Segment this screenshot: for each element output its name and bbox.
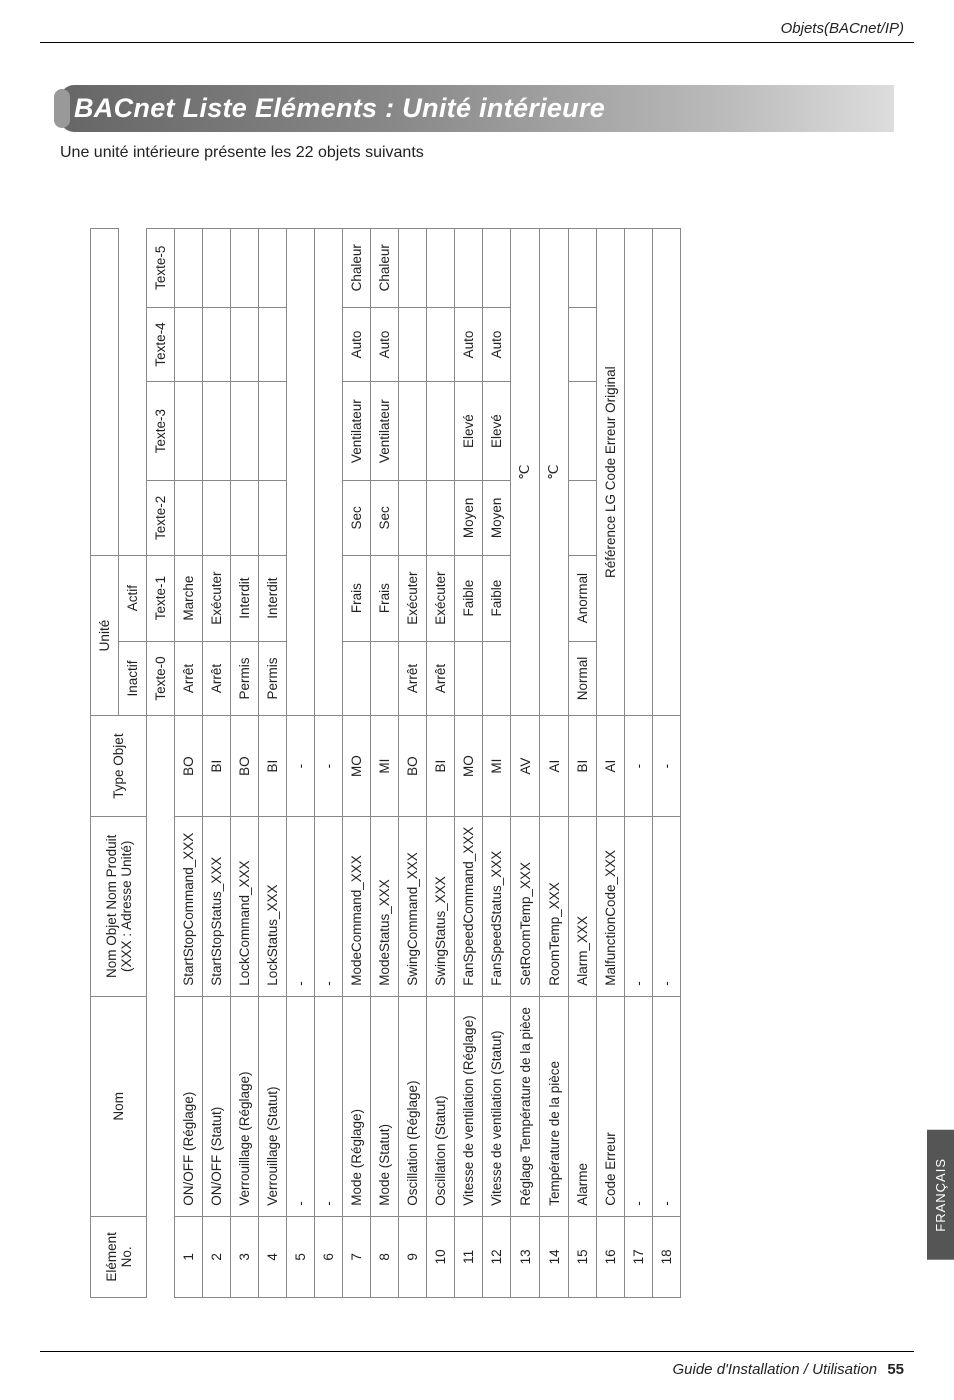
table-row: 2ON/OFF (Statut)StartStopStatus_XXXBIArr… [203,229,231,1298]
language-tab: FRANÇAIS [927,1130,954,1260]
table-row: 1ON/OFF (Réglage)StartStopCommand_XXXBOA… [175,229,203,1298]
col-nom: Nom [91,996,147,1216]
table-row: 12Vitesse de ventilation (Statut)FanSpee… [483,229,511,1298]
table-row: 10Oscillation (Statut)SwingStatus_XXXBIA… [427,229,455,1298]
footer-text: Guide d'Installation / Utilisation [673,1361,878,1378]
col-inactif: Inactif [119,641,147,716]
page-title: BACnet Liste Eléments : Unité intérieure [60,85,894,132]
header-text: Objets(BACnet/IP) [781,20,904,37]
table-row: 13Réglage Température de la pièceSetRoom… [511,229,540,1298]
col-nomobjet: Nom Objet Nom Produit (XXX : Adresse Uni… [91,816,147,996]
col-t1: Texte-1 [147,555,175,641]
col-t3: Texte-3 [147,382,175,481]
col-t2: Texte-2 [147,480,175,555]
col-t5: Texte-5 [147,229,175,308]
col-t0: Texte-0 [147,641,175,716]
table-row: 6--- [315,229,343,1298]
table-row: 17--- [625,229,653,1298]
footer-divider [40,1351,914,1352]
page-subtitle: Une unité intérieure présente les 22 obj… [60,144,894,162]
col-actif: Actif [119,555,147,641]
page-number: 55 [887,1361,904,1378]
elements-table: Elément No. Nom Nom Objet Nom Produit (X… [90,228,681,1298]
table-row: 18--- [653,229,681,1298]
table-row: 15AlarmeAlarm_XXXBINormalAnormal [569,229,597,1298]
col-element: Elément No. [91,1216,147,1297]
table-row: 11Vitesse de ventilation (Réglage)FanSpe… [455,229,483,1298]
table-row: 4Verrouillage (Statut)LockStatus_XXXBIPe… [259,229,287,1298]
header-divider [40,42,914,43]
table-row: 8Mode (Statut)ModeStatus_XXXMIFraisSecVe… [371,229,399,1298]
table-row: 16Code ErreurMalfunctionCode_XXXAIRéfére… [597,229,625,1298]
table-row: 9Oscillation (Réglage)SwingCommand_XXXBO… [399,229,427,1298]
table-row: 7Mode (Réglage)ModeCommand_XXXMOFraisSec… [343,229,371,1298]
table-row: 3Verrouillage (Réglage)LockCommand_XXXBO… [231,229,259,1298]
col-type: Type Objet [91,716,147,816]
col-spacer [91,229,119,556]
table-row: 14Température de la pièceRoomTemp_XXXAI℃ [540,229,569,1298]
elements-table-wrap: Elément No. Nom Nom Objet Nom Produit (X… [90,228,681,1298]
footer: Guide d'Installation / Utilisation 55 [673,1361,905,1378]
col-unite: Unité [91,555,119,716]
col-t4: Texte-4 [147,307,175,382]
table-row: 5--- [287,229,315,1298]
